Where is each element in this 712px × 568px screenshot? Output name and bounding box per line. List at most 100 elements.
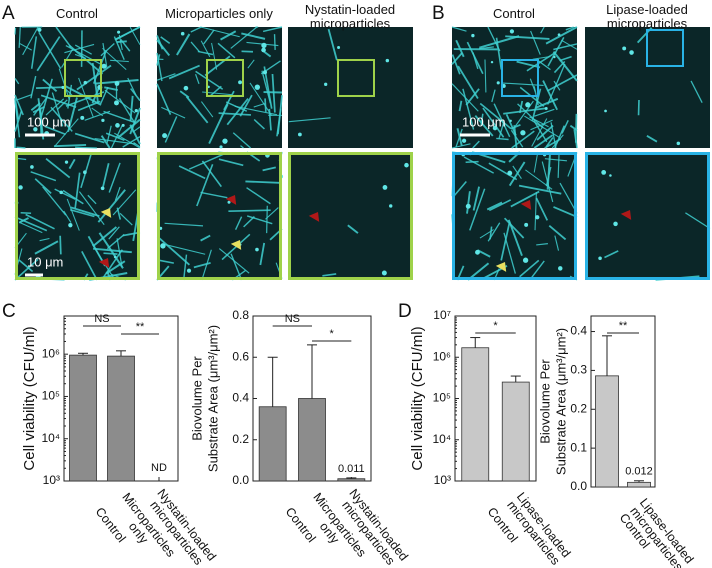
hypha [102,163,110,187]
hypha [451,26,467,32]
cell [520,130,526,136]
hypha [529,116,549,128]
image-border [585,152,710,280]
value-label: 0.011 [338,463,365,475]
hypha [451,83,479,112]
hypha [264,98,267,112]
hypha [87,194,97,205]
hypha [230,26,258,49]
hypha [690,80,703,103]
hypha [56,99,68,111]
hypha [84,110,111,121]
cell [30,165,34,169]
arrowhead [520,200,532,210]
hypha [234,216,243,231]
hypha [510,129,524,148]
hypha [550,122,557,149]
hypha [45,98,65,116]
y-tick-label: 10⁴ [41,431,60,445]
hypha [25,213,55,230]
arrowhead [620,210,632,220]
hypha [534,191,537,231]
y-axis-label: Substrate Area (μm³/μm²) [553,328,568,475]
hypha [553,60,566,74]
cell [121,123,125,127]
y-tick-label: 10⁶ [42,346,60,360]
annotation: ** [619,320,628,332]
hypha [519,259,540,278]
hypha [547,74,578,92]
cell [465,203,471,209]
bar [258,406,287,482]
hypha [158,259,174,264]
hypha [488,162,518,181]
hypha [220,30,237,41]
hypha [479,35,520,49]
hypha [262,166,276,172]
bar [595,375,619,488]
hypha [64,43,95,54]
y-tick-label: 0.4 [232,391,249,405]
bar [461,347,490,482]
hypha [530,119,553,131]
hypha [91,107,104,117]
hypha [540,26,545,34]
cell [385,58,390,63]
bar [298,398,326,482]
hypha [103,252,118,255]
hypha [545,26,578,45]
hypha [156,235,190,266]
hypha [259,242,266,266]
hypha [508,161,526,187]
cell [262,70,268,75]
cell [492,125,498,131]
hypha [16,146,26,149]
hypha [472,52,479,70]
hypha [469,188,486,231]
hypha [554,235,560,251]
annotation: ** [136,321,145,333]
cell [186,268,192,273]
hypha [322,273,337,277]
hypha [117,118,141,139]
hypha [75,146,97,149]
hypha [68,158,76,170]
hypha [561,119,569,134]
hypha [156,83,172,115]
hypha [108,226,120,240]
hypha [246,215,273,225]
y-tick-label: 10³ [434,473,451,487]
image-border [15,152,140,280]
hypha [200,191,228,199]
hypha [69,208,95,218]
cell [227,200,231,204]
hypha [203,29,215,45]
cell [509,29,515,34]
arrowhead [100,208,112,218]
cell [507,170,513,176]
hypha [541,161,554,203]
cell [183,85,189,91]
y-tick-label: 0.6 [232,349,249,363]
cell [100,186,105,191]
cell [471,33,475,38]
hypha [197,50,214,56]
hypha [200,26,240,38]
hypha [559,55,572,62]
hypha [553,206,578,218]
hypha [225,101,248,112]
cell [337,45,341,49]
y-tick-label: 10⁵ [433,391,451,405]
hypha [74,132,105,144]
cell [382,185,388,190]
hypha [190,41,201,53]
hypha [245,180,283,184]
value-label: 0.012 [625,466,653,478]
cell [80,115,85,120]
hypha [574,113,578,143]
cell [114,81,120,86]
overview-image [288,27,413,148]
hypha [221,233,251,261]
y-axis-label: Cell viability (CFU/ml) [409,326,426,470]
hypha [518,184,562,195]
